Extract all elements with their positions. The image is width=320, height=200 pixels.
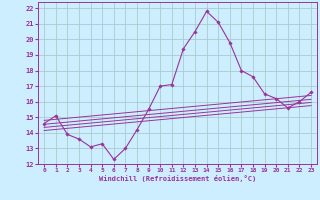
X-axis label: Windchill (Refroidissement éolien,°C): Windchill (Refroidissement éolien,°C)	[99, 175, 256, 182]
